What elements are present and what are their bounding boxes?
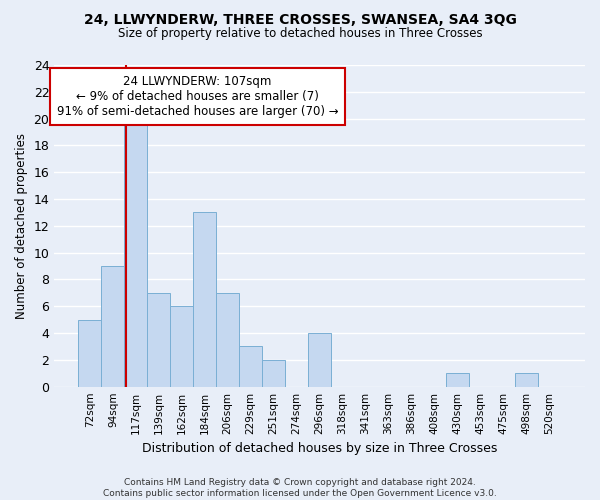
Y-axis label: Number of detached properties: Number of detached properties [15,133,28,319]
Text: Size of property relative to detached houses in Three Crosses: Size of property relative to detached ho… [118,28,482,40]
Bar [193,212,216,386]
Bar [124,118,148,386]
Bar [515,374,538,386]
Text: 24 LLWYNDERW: 107sqm
← 9% of detached houses are smaller (7)
91% of semi-detache: 24 LLWYNDERW: 107sqm ← 9% of detached ho… [57,74,338,118]
Bar [170,306,193,386]
Bar [148,293,170,386]
Bar [101,266,124,386]
Bar [79,320,101,386]
Text: 24, LLWYNDERW, THREE CROSSES, SWANSEA, SA4 3QG: 24, LLWYNDERW, THREE CROSSES, SWANSEA, S… [83,12,517,26]
Text: Contains HM Land Registry data © Crown copyright and database right 2024.
Contai: Contains HM Land Registry data © Crown c… [103,478,497,498]
Bar [239,346,262,387]
Bar [308,333,331,386]
Bar [216,293,239,386]
X-axis label: Distribution of detached houses by size in Three Crosses: Distribution of detached houses by size … [142,442,497,455]
Bar [446,374,469,386]
Bar [262,360,285,386]
